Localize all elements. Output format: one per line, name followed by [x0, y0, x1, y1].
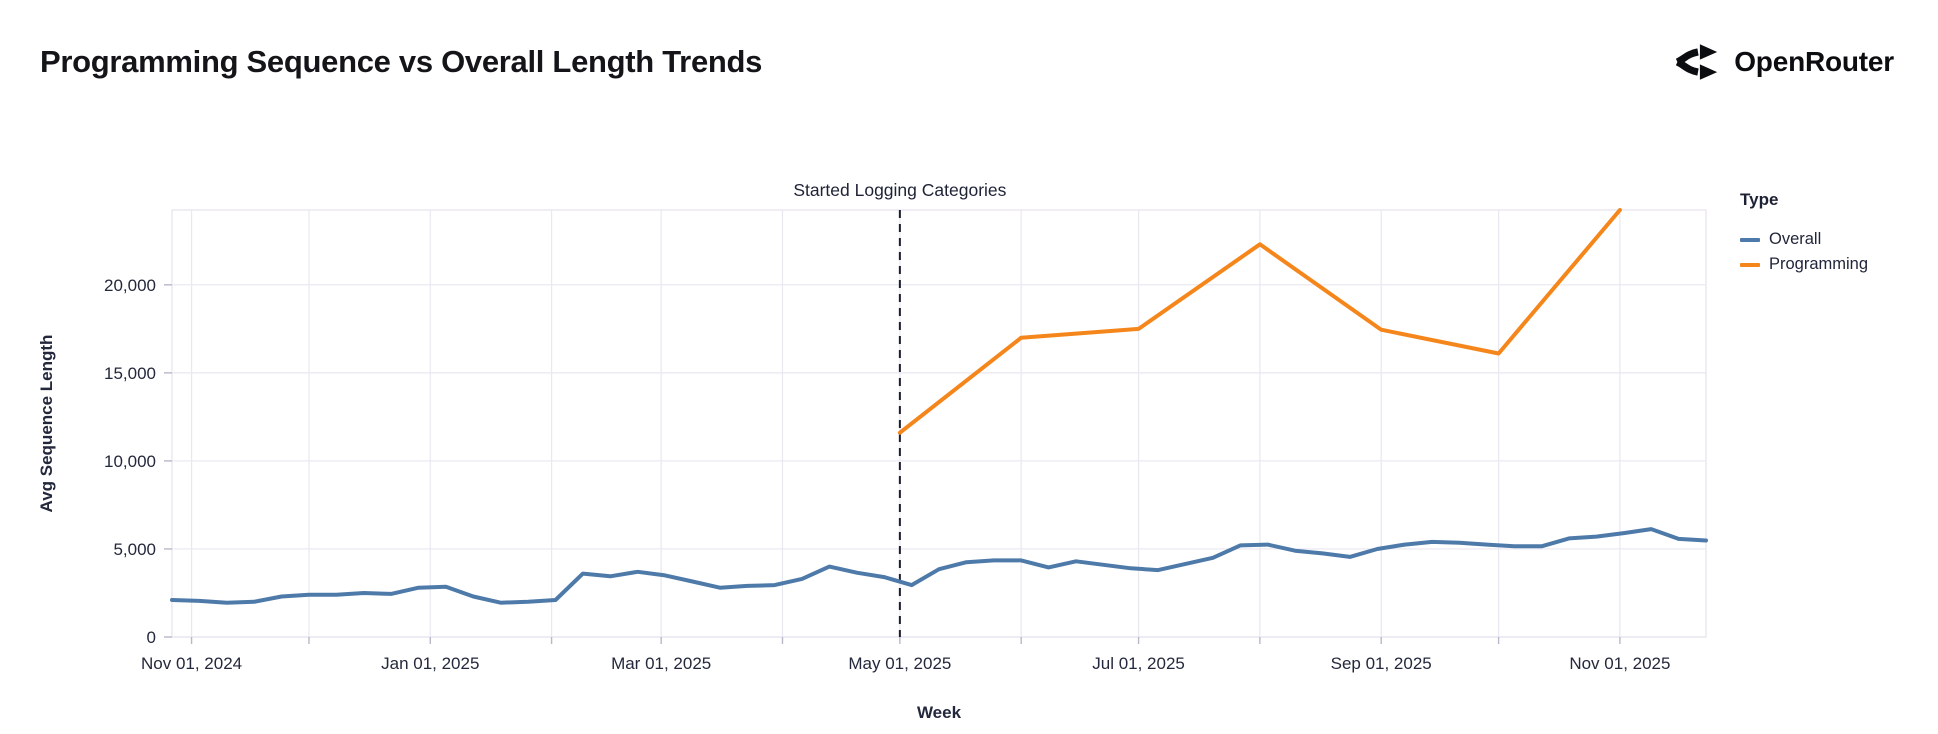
legend-item-label: Programming	[1769, 255, 1869, 273]
x-tick-label: Sep 01, 2025	[1331, 654, 1432, 673]
y-tick-label: 0	[147, 628, 156, 647]
brand-logo: OpenRouter	[1675, 42, 1894, 82]
series-line-overall	[170, 527, 1708, 605]
x-axis-title: Week	[917, 703, 962, 722]
openrouter-logo-icon	[1675, 44, 1718, 80]
chart-title: Programming Sequence vs Overall Length T…	[40, 44, 763, 79]
x-tick-label: Jul 01, 2025	[1092, 654, 1185, 673]
y-tick-label: 10,000	[104, 452, 156, 471]
x-tick-label: Mar 01, 2025	[611, 654, 711, 673]
y-tick-label: 15,000	[104, 364, 156, 383]
legend-swatch	[1740, 262, 1760, 267]
plot-border	[171, 209, 1707, 638]
legend-item-overall: Overall	[1740, 227, 1868, 252]
y-axis-title: Avg Sequence Length	[37, 335, 56, 513]
page-header: Programming Sequence vs Overall Length T…	[40, 36, 1894, 88]
series-line-programming	[897, 208, 1622, 435]
legend-swatch	[1740, 237, 1760, 242]
legend: Type Overall Programming	[1740, 190, 1868, 277]
x-tick-label: Nov 01, 2024	[141, 654, 242, 673]
x-tick-label: Jan 01, 2025	[381, 654, 479, 673]
brand-name: OpenRouter	[1734, 46, 1894, 77]
legend-item-programming: Programming	[1740, 252, 1868, 277]
annotation-label: Started Logging Categories	[793, 180, 1006, 200]
y-tick-label: 5,000	[113, 540, 156, 559]
x-tick-label: Nov 01, 2025	[1569, 654, 1670, 673]
y-tick-label: 20,000	[104, 276, 156, 295]
legend-title: Type	[1740, 190, 1779, 209]
x-tick-label: May 01, 2025	[848, 654, 951, 673]
legend-item-label: Overall	[1769, 230, 1822, 248]
